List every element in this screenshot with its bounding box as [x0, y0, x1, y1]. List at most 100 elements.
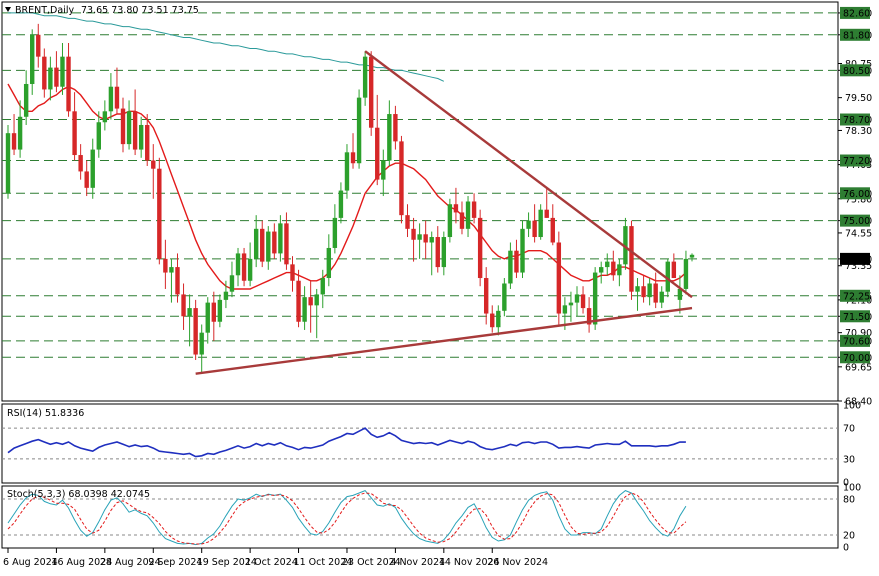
candle-body — [205, 302, 210, 333]
candle-body — [48, 67, 53, 90]
price-tag — [840, 113, 870, 126]
candle-body — [302, 297, 307, 322]
trendline — [364, 50, 693, 299]
price-tag — [840, 310, 870, 323]
candle-body — [235, 253, 241, 276]
candle-body — [108, 86, 114, 112]
candle-body — [90, 149, 95, 188]
current-price-label: 73.60 — [843, 254, 870, 265]
time-tick-label: 4 Nov 2024 — [390, 557, 445, 568]
candle-body — [635, 286, 640, 292]
candle-body — [375, 127, 380, 180]
candle-body — [653, 283, 658, 303]
candle-body — [181, 294, 186, 317]
candle-body — [641, 286, 646, 298]
rsi-tick-label: 70 — [843, 424, 855, 435]
candle-body — [514, 250, 519, 273]
candle-body — [350, 152, 356, 164]
candle-body — [526, 220, 531, 229]
price-tag-label: 72.25 — [843, 291, 870, 302]
candlesticks — [5, 23, 695, 374]
candle-body — [296, 280, 301, 322]
candle-body — [344, 152, 350, 191]
price-tick-label: 79.50 — [845, 93, 872, 104]
price-tick-label: 78.30 — [845, 126, 872, 137]
stoch-pane — [1, 485, 839, 549]
candle-body — [320, 278, 325, 295]
candle-body — [17, 116, 23, 150]
candle-body — [114, 86, 120, 109]
candle-body — [580, 294, 586, 309]
stoch-tick-label: 100 — [843, 483, 861, 494]
candle-body — [11, 133, 17, 150]
stoch-tick-label: 80 — [843, 495, 855, 506]
candle-body — [72, 111, 77, 156]
candle-body — [647, 283, 652, 298]
rsi-indicator: 100 70 30 0 — [2, 401, 861, 489]
price-axis: 82.6081.8080.7580.5079.5078.7078.3077.20… — [838, 6, 872, 408]
candle-body — [241, 253, 247, 281]
stoch-header: Stoch(5,3,3) 68.0398 42.0745 — [7, 489, 150, 500]
stoch-tick-label: 20 — [843, 531, 855, 542]
price-tag-label: 70.60 — [843, 336, 870, 347]
price-tag-label: 75.00 — [843, 216, 870, 227]
candle-body — [332, 217, 338, 248]
candle-body — [405, 215, 410, 229]
price-tag — [840, 64, 870, 77]
candle-body — [284, 223, 289, 265]
candle-body — [508, 250, 513, 284]
candle-body — [417, 234, 422, 240]
rsi-tick-label: 30 — [843, 454, 855, 465]
price-tag — [840, 28, 870, 41]
candle-body — [193, 308, 198, 355]
collapse-triangle-icon[interactable] — [5, 7, 11, 12]
price-tag-label: 77.20 — [843, 156, 870, 167]
candle-body — [629, 226, 634, 292]
time-tick-label: 19 Sep 2024 — [197, 557, 257, 568]
candle-body — [260, 228, 265, 262]
time-tick-label: 11 Oct 2024 — [294, 557, 353, 568]
candle-body — [290, 264, 295, 281]
price-tag — [840, 351, 870, 364]
price-tick-label: 68.40 — [845, 397, 872, 408]
time-tick-label: 6 Aug 2024 — [3, 557, 58, 568]
candle-body — [393, 114, 398, 142]
candle-body — [36, 34, 41, 57]
price-tag-label: 82.60 — [843, 8, 870, 19]
price-tick-label: 74.55 — [845, 228, 872, 239]
candle-body — [138, 124, 144, 150]
candle-body — [453, 204, 459, 213]
price-tag-label: 71.50 — [843, 312, 870, 323]
price-tag-label: 80.50 — [843, 66, 870, 77]
time-tick-label: 23 Oct 2024 — [342, 557, 401, 568]
price-tag — [840, 214, 870, 227]
candle-body — [520, 228, 525, 273]
candle-body — [411, 228, 416, 240]
candle-body — [399, 141, 404, 216]
candle-body — [175, 267, 180, 295]
price-tag — [840, 154, 870, 167]
candle-body — [465, 201, 471, 229]
candle-body — [387, 114, 392, 161]
price-tag — [840, 187, 870, 200]
candle-body — [532, 220, 537, 238]
candle-body — [223, 291, 229, 300]
candle-body — [217, 299, 223, 322]
candle-body — [23, 83, 29, 117]
candle-body — [574, 294, 580, 303]
candle-body — [42, 56, 47, 90]
candle-body — [102, 111, 108, 123]
candle-body — [272, 231, 277, 254]
price-tag — [840, 289, 870, 302]
price-tag-label: 76.00 — [843, 189, 870, 200]
candle-body — [145, 124, 150, 161]
candle-body — [187, 308, 192, 317]
candle-body — [96, 122, 101, 150]
price-tag-label: 70.00 — [843, 353, 870, 364]
price-pane — [1, 1, 839, 402]
time-tick-label: 26 Nov 2024 — [487, 557, 548, 568]
price-tag — [840, 334, 870, 347]
candle-body — [229, 275, 235, 292]
symbol-label: BRENT,Daily — [15, 5, 74, 16]
